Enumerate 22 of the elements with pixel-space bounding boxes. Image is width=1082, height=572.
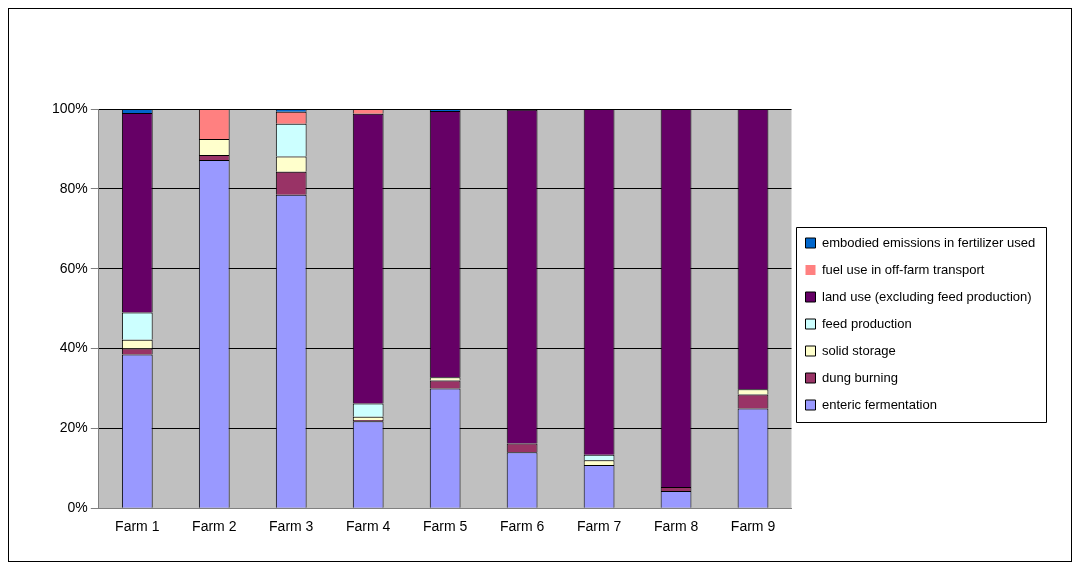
x-tick-label: Farm 6 xyxy=(499,518,545,535)
legend-label: feed production xyxy=(822,315,912,331)
legend-label: land use (excluding feed production) xyxy=(822,288,1032,304)
x-tick-label: Farm 2 xyxy=(192,518,237,535)
y-tick-label: 100% xyxy=(51,99,88,116)
x-tick-label: Farm 8 xyxy=(653,518,699,535)
legend-label: fuel use in off-farm transport xyxy=(822,261,985,277)
x-tick-label: Farm 7 xyxy=(576,518,622,535)
y-tick-label: 20% xyxy=(59,419,88,436)
x-tick-label: Farm 9 xyxy=(730,518,776,535)
x-tick-label: Farm 3 xyxy=(269,518,314,535)
legend-label: dung burning xyxy=(822,369,898,385)
y-tick-label: 80% xyxy=(59,179,88,196)
x-tick-label: Farm 5 xyxy=(422,518,468,535)
y-tick-label: 40% xyxy=(59,339,88,356)
x-tick-label: Farm 4 xyxy=(346,518,391,535)
legend-label: embodied emissions in fertilizer used xyxy=(822,234,1036,250)
y-tick-label: 60% xyxy=(59,259,88,276)
legend-label: enteric fermentation xyxy=(822,396,937,412)
y-tick-label: 0% xyxy=(67,499,88,516)
legend-label: solid storage xyxy=(822,342,896,358)
x-tick-label: Farm 1 xyxy=(115,518,160,535)
